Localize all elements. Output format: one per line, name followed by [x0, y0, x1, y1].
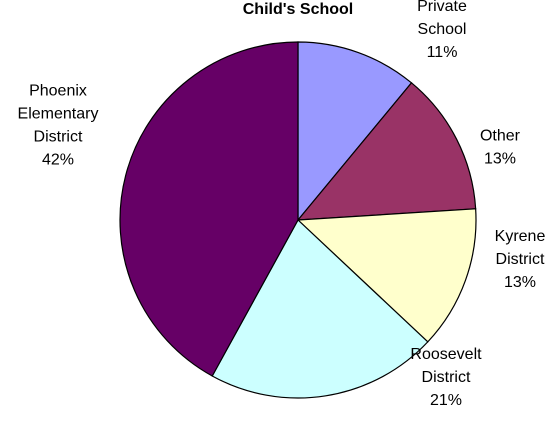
- slice-label-line: Private: [417, 0, 467, 15]
- slice-label-3: Roosevelt District 21%: [410, 346, 482, 409]
- slice-label-line: Phoenix: [29, 83, 87, 100]
- slice-label-line: 42%: [42, 152, 74, 169]
- slice-label-line: 21%: [430, 392, 462, 409]
- slice-label-line: 13%: [484, 151, 516, 168]
- slice-label-line: District: [34, 129, 83, 146]
- pie-slice-2: [296, 208, 477, 343]
- slice-label-0: Private School 11%: [417, 0, 467, 61]
- slice-label-line: 11%: [427, 44, 458, 61]
- pie-slices: [119, 41, 477, 399]
- pie-slice-4: [119, 41, 299, 377]
- slice-label-4: Phoenix Elementary District 42%: [18, 83, 99, 169]
- slice-label-line: Other: [480, 128, 521, 145]
- slice-label-line: Roosevelt: [410, 346, 482, 363]
- pie-labels: Private School 11% Other 13% Kyrene District 13…: [18, 0, 546, 409]
- pie-slice-3: [211, 219, 429, 399]
- slice-label-line: District: [496, 251, 545, 268]
- pie-slice-1: [296, 82, 477, 221]
- slice-label-1: Other 13%: [480, 128, 521, 168]
- chart-title: Child's School: [243, 1, 353, 18]
- slice-label-line: School: [418, 21, 467, 38]
- slice-label-2: Kyrene District 13%: [495, 228, 546, 291]
- slice-label-line: 13%: [504, 274, 536, 291]
- slice-label-line: Elementary: [18, 106, 99, 123]
- slice-label-line: District: [422, 369, 471, 386]
- pie-slice-0: [297, 41, 413, 222]
- slice-label-line: Kyrene: [495, 228, 546, 245]
